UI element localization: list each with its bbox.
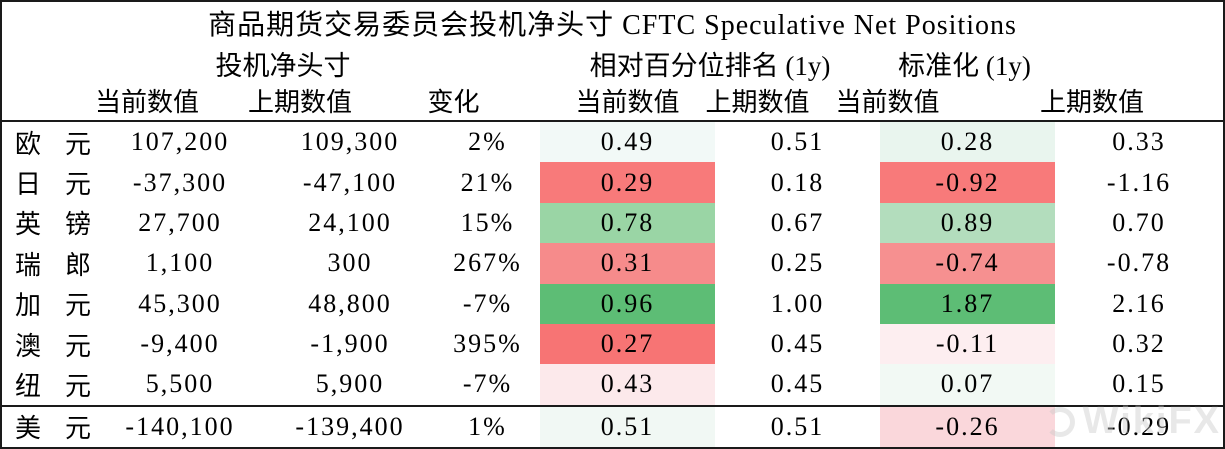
cell-net-previous: -1,900: [310, 329, 390, 359]
cell-standardized-current: -0.74: [880, 243, 1055, 284]
sub-header-net-current: 当前数值: [94, 87, 199, 117]
cell-net-current: -37,300: [132, 167, 228, 197]
table-row: 加元 45,300 48,800 -7% 0.96 1.00 1.87 2.16: [2, 283, 1223, 324]
cell-percentile-previous: 0.45: [770, 329, 825, 359]
table-row: 瑞郎 1,100 300 267% 0.31 0.25 -0.74 -0.78: [2, 243, 1223, 284]
sub-header-percentile-previous: 上期数值: [705, 87, 810, 117]
sub-header-row: 当前数值 上期数值 变化 当前数值 上期数值 当前数值 上期数值: [2, 80, 1223, 122]
column-group-header-row: 投机净头寸 相对百分位排名 (1y) 标准化 (1y): [2, 44, 1223, 81]
cell-net-current: 107,200: [130, 127, 230, 157]
cell-change: -7%: [462, 288, 513, 318]
cell-standardized-current: -0.11: [880, 323, 1055, 365]
cell-percentile-previous: 0.51: [770, 411, 825, 441]
currency-label: 日元: [15, 170, 116, 200]
cell-change: 267%: [453, 248, 522, 278]
cell-percentile-previous: 0.25: [770, 248, 825, 278]
cell-standardized-previous: 0.15: [1112, 369, 1166, 399]
cell-standardized-previous: 0.33: [1112, 127, 1166, 157]
cell-net-previous: 5,900: [315, 369, 385, 399]
table-row: 日元 -37,300 -47,100 21% 0.29 0.18 -0.92 -1.16: [2, 162, 1223, 203]
cell-standardized-current: 1.87: [880, 283, 1055, 324]
table-row: 欧元 107,200 109,300 2% 0.49 0.51 0.28 0.33: [2, 122, 1223, 163]
cell-standardized-previous: -0.78: [1106, 248, 1172, 278]
cell-standardized-current: -0.92: [880, 162, 1055, 203]
sub-header-standardized-current: 当前数值: [835, 87, 940, 117]
sub-header-standardized-previous: 上期数值: [1039, 87, 1144, 117]
cell-percentile-previous: 0.67: [770, 207, 825, 237]
cell-change: 15%: [460, 207, 515, 237]
cell-change: 21%: [460, 167, 515, 197]
cell-standardized-current: 0.89: [880, 202, 1055, 244]
table-title: 商品期货交易委员会投机净头寸 CFTC Speculative Net Posi…: [208, 10, 1017, 41]
sub-header-net-previous: 上期数值: [247, 87, 352, 117]
cell-standardized-previous: 0.32: [1112, 329, 1166, 359]
cell-net-current: -140,100: [125, 411, 235, 441]
cell-percentile-previous: 0.45: [770, 369, 825, 399]
cell-net-current: -9,400: [140, 329, 220, 359]
cell-percentile-previous: 0.51: [770, 127, 825, 157]
currency-label: 欧元: [15, 129, 116, 159]
cell-percentile-previous: 1.00: [770, 288, 825, 318]
cell-percentile-current: 0.49: [540, 122, 715, 163]
cell-net-previous: 300: [327, 248, 373, 278]
currency-label: 英镑: [15, 210, 116, 240]
cell-percentile-current: 0.43: [540, 364, 715, 405]
cell-net-current: 5,500: [145, 369, 215, 399]
group-header-percentile: 相对百分位排名 (1y): [589, 51, 831, 81]
cell-percentile-current: 0.29: [540, 162, 715, 203]
cell-net-current: 45,300: [138, 288, 222, 318]
currency-label: 美元: [15, 414, 116, 444]
cell-percentile-current: 0.78: [540, 202, 715, 244]
sub-header-change: 变化: [427, 87, 480, 117]
cell-percentile-current: 0.51: [540, 406, 715, 447]
cell-net-previous: 24,100: [308, 207, 392, 237]
table-body: 欧元 107,200 109,300 2% 0.49 0.51 0.28 0.33 日元 -37,…: [2, 122, 1223, 447]
cell-standardized-previous: 0.70: [1112, 207, 1166, 237]
cell-net-previous: -139,400: [295, 411, 405, 441]
cell-percentile-current: 0.27: [540, 323, 715, 365]
currency-label: 加元: [15, 291, 116, 321]
table-row: 澳元 -9,400 -1,900 395% 0.27 0.45 -0.11 0.32: [2, 323, 1223, 365]
cell-change: -7%: [462, 369, 513, 399]
sub-header-percentile-current: 当前数值: [575, 87, 680, 117]
table-row: 纽元 5,500 5,900 -7% 0.43 0.45 0.07 0.15: [2, 364, 1223, 405]
cell-change: 1%: [468, 411, 507, 441]
cell-change: 395%: [453, 329, 522, 359]
cell-net-current: 27,700: [138, 207, 222, 237]
table-row: 美元 -140,100 -139,400 1% 0.51 0.51 -0.26 -0.29: [2, 404, 1223, 447]
currency-label: 澳元: [15, 331, 116, 361]
cell-percentile-current: 0.31: [540, 243, 715, 284]
cell-standardized-current: 0.28: [880, 122, 1055, 163]
cell-percentile-current: 0.96: [540, 283, 715, 324]
table-row: 英镑 27,700 24,100 15% 0.78 0.67 0.89 0.70: [2, 202, 1223, 244]
cell-percentile-previous: 0.18: [770, 167, 825, 197]
currency-label: 瑞郎: [15, 250, 116, 280]
currency-label: 纽元: [15, 371, 116, 401]
cell-net-previous: -47,100: [302, 167, 398, 197]
cell-standardized-current: -0.26: [880, 406, 1055, 447]
cell-net-previous: 109,300: [300, 127, 400, 157]
cell-standardized-previous: 2.16: [1112, 288, 1166, 318]
group-header-net-positions: 投机净头寸: [215, 51, 351, 81]
cell-net-current: 1,100: [145, 248, 215, 278]
cell-standardized-previous: -0.29: [1106, 411, 1172, 441]
cell-standardized-previous: -1.16: [1106, 167, 1172, 197]
group-header-standardized: 标准化 (1y): [898, 51, 1031, 81]
cell-change: 2%: [468, 127, 507, 157]
cell-net-previous: 48,800: [308, 288, 392, 318]
cell-standardized-current: 0.07: [880, 364, 1055, 405]
